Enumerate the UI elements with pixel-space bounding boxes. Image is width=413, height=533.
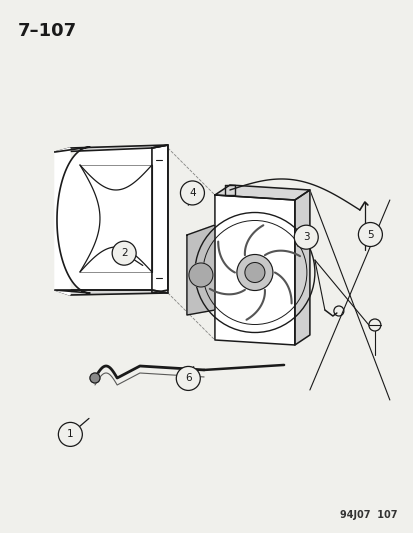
Circle shape [176,366,200,391]
Circle shape [236,254,272,290]
Text: 4: 4 [189,188,195,198]
Circle shape [58,422,82,447]
Circle shape [90,373,100,383]
Polygon shape [55,145,168,293]
Text: 2: 2 [121,248,127,258]
Circle shape [188,263,212,287]
Polygon shape [55,145,168,152]
Text: 6: 6 [185,374,191,383]
Text: 3: 3 [302,232,309,242]
Polygon shape [152,145,168,293]
Polygon shape [214,185,309,200]
Polygon shape [294,190,309,345]
Circle shape [180,181,204,205]
Polygon shape [55,290,168,295]
Circle shape [294,225,318,249]
Polygon shape [214,195,294,345]
Circle shape [358,222,382,247]
Text: 1: 1 [67,430,74,439]
Circle shape [112,241,136,265]
Text: 5: 5 [366,230,373,239]
Text: 94J07  107: 94J07 107 [339,510,396,520]
Polygon shape [187,225,214,315]
Polygon shape [55,148,70,295]
Text: 7–107: 7–107 [18,22,77,40]
Circle shape [244,262,264,282]
